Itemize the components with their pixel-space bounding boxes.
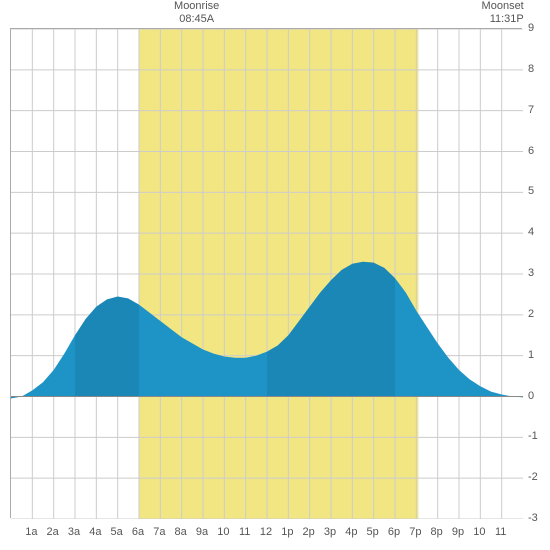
x-tick-label: 10 xyxy=(473,526,485,538)
x-tick-label: 4a xyxy=(89,526,101,538)
moonrise-title: Moonrise xyxy=(167,0,227,13)
moonset-label: Moonset 11:31P xyxy=(464,0,524,26)
plot-area xyxy=(10,28,522,518)
x-tick-label: 6a xyxy=(132,526,144,538)
y-axis: -3-2-10123456789 xyxy=(524,28,548,518)
y-tick-label: 0 xyxy=(528,390,534,402)
moonset-title: Moonset xyxy=(464,0,524,13)
moonrise-time: 08:45A xyxy=(167,13,227,26)
chart-header: Moonrise 08:45A Moonset 11:31P xyxy=(0,0,550,28)
x-tick-label: 1p xyxy=(281,526,293,538)
x-tick-label: 2a xyxy=(47,526,59,538)
y-tick-label: -3 xyxy=(528,512,538,524)
x-tick-label: 5a xyxy=(111,526,123,538)
y-tick-label: 8 xyxy=(528,63,534,75)
x-tick-label: 3a xyxy=(68,526,80,538)
y-tick-label: 9 xyxy=(528,22,534,34)
tide-chart: Moonrise 08:45A Moonset 11:31P 1a 2a 3a 4a 5… xyxy=(0,0,550,550)
y-tick-label: 7 xyxy=(528,104,534,116)
y-tick-label: 2 xyxy=(528,308,534,320)
x-tick-label: 6p xyxy=(388,526,400,538)
x-tick-label: 3p xyxy=(324,526,336,538)
y-tick-label: 6 xyxy=(528,145,534,157)
y-tick-label: 4 xyxy=(528,226,534,238)
plot-svg xyxy=(11,29,523,519)
x-tick-label: 9p xyxy=(452,526,464,538)
y-tick-label: 1 xyxy=(528,349,534,361)
x-tick-label: 5p xyxy=(367,526,379,538)
x-tick-label: 12 xyxy=(260,526,272,538)
y-tick-label: -2 xyxy=(528,471,538,483)
x-tick-label: 4p xyxy=(345,526,357,538)
x-tick-label: 7p xyxy=(409,526,421,538)
x-tick-label: 8p xyxy=(431,526,443,538)
x-tick-label: 1a xyxy=(25,526,37,538)
x-tick-label: 9a xyxy=(196,526,208,538)
y-tick-label: -1 xyxy=(528,430,538,442)
moonset-time: 11:31P xyxy=(464,13,524,26)
x-tick-label: 2p xyxy=(303,526,315,538)
x-tick-label: 11 xyxy=(495,526,506,538)
x-tick-label: 10 xyxy=(217,526,229,538)
moonrise-label: Moonrise 08:45A xyxy=(167,0,227,26)
x-tick-label: 11 xyxy=(239,526,250,538)
y-tick-label: 5 xyxy=(528,185,534,197)
y-tick-label: 3 xyxy=(528,267,534,279)
x-axis: 1a 2a 3a 4a 5a 6a 7a 8a 9a 10 11 12 1p 2p 3p 4p 5p 6p 7p 8p… xyxy=(10,520,522,540)
x-tick-label: 8a xyxy=(175,526,187,538)
x-tick-label: 7a xyxy=(153,526,165,538)
